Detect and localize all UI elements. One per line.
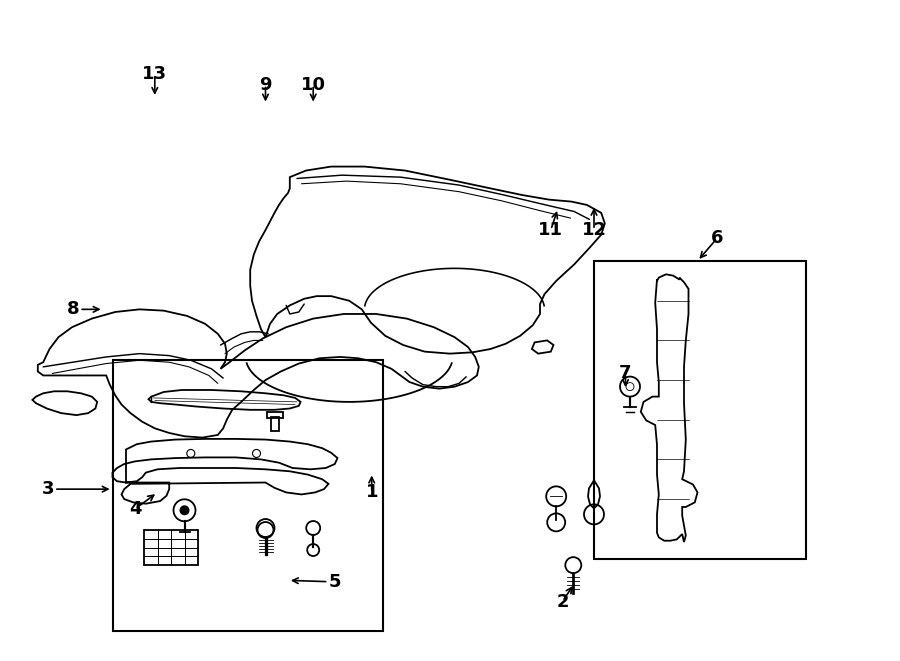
- Text: 10: 10: [301, 75, 326, 94]
- Bar: [112, 360, 382, 631]
- Text: 8: 8: [67, 300, 79, 319]
- Text: 13: 13: [142, 65, 167, 83]
- Text: 3: 3: [41, 480, 54, 498]
- Circle shape: [179, 505, 190, 516]
- Text: 2: 2: [556, 592, 569, 611]
- Text: 5: 5: [328, 572, 341, 591]
- Text: 1: 1: [365, 483, 378, 502]
- Bar: [266, 412, 283, 418]
- Bar: [594, 261, 806, 559]
- Text: 9: 9: [259, 75, 272, 94]
- Text: 12: 12: [581, 221, 607, 239]
- Text: 7: 7: [619, 364, 632, 383]
- Text: 11: 11: [538, 221, 563, 239]
- Text: 4: 4: [129, 500, 141, 518]
- Bar: [144, 530, 198, 565]
- Text: 6: 6: [711, 229, 724, 247]
- Bar: [271, 416, 278, 431]
